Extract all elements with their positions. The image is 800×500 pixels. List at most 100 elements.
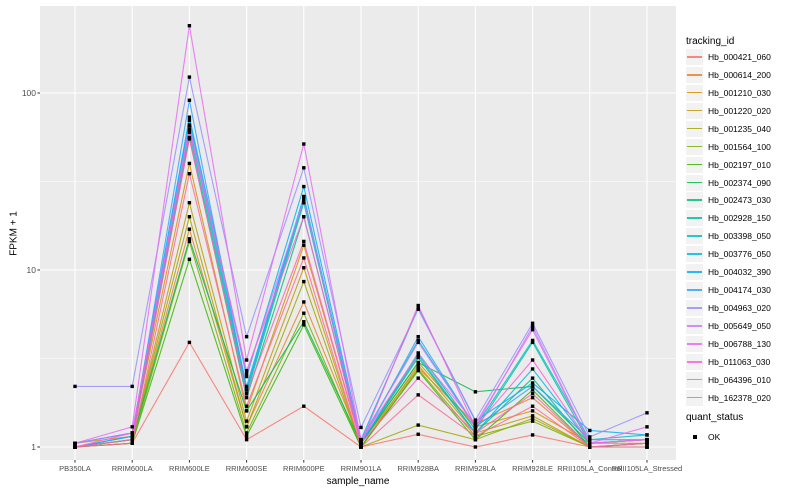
legend-entry: Hb_001564_100 — [686, 138, 771, 156]
legend-entry-label: Hb_003776_050 — [708, 249, 771, 260]
legend-key-line-icon — [687, 271, 702, 273]
legend-entry: Hb_001210_030 — [686, 84, 771, 102]
data-point-marker — [302, 243, 306, 247]
x-axis-title: sample_name — [326, 476, 390, 487]
legend-entry-label: Hb_003398_050 — [708, 231, 771, 242]
legend-entry: Hb_002473_030 — [686, 192, 771, 210]
data-point-marker — [645, 411, 649, 415]
data-point-marker — [473, 422, 478, 426]
legend-key-line-icon — [687, 378, 702, 381]
legend-entry: Hb_000614_200 — [686, 66, 771, 84]
legend-key-line-icon — [687, 199, 702, 202]
legend-key — [686, 389, 703, 406]
data-point-marker — [187, 227, 192, 231]
legend-entry-label: Hb_002197_010 — [708, 159, 771, 170]
data-point-marker — [244, 384, 249, 389]
data-point-marker — [645, 433, 649, 437]
data-point-marker — [645, 441, 649, 445]
x-tick-label: RRIM600LA — [111, 464, 153, 473]
data-point-marker — [302, 201, 306, 205]
legend-entry-label: Hb_000614_200 — [708, 69, 771, 80]
data-point-marker — [187, 161, 192, 166]
data-point-marker — [359, 445, 363, 449]
legend-key — [686, 156, 703, 173]
data-point-marker — [530, 324, 535, 329]
data-point-marker — [187, 118, 192, 123]
data-point-marker — [473, 445, 478, 449]
data-point-marker — [302, 279, 306, 284]
data-point-marker — [130, 434, 134, 438]
legend-key-line-icon — [687, 342, 702, 345]
x-tick-label: RRIM901LA — [340, 464, 382, 473]
legend-key-line-icon — [687, 217, 702, 219]
x-tick-label: RRIM928BA — [397, 464, 440, 473]
legend-entry-label: Hb_005649_050 — [708, 321, 771, 332]
legend-key-line-icon — [687, 55, 702, 58]
legend-entry: Hb_002928_150 — [686, 209, 771, 227]
data-point-marker — [359, 425, 363, 430]
legend-entry-label: Hb_011063_030 — [708, 356, 771, 367]
data-point-marker — [187, 128, 192, 132]
data-point-marker — [302, 142, 306, 146]
data-point-marker — [416, 432, 420, 436]
data-point-marker — [244, 392, 249, 396]
x-tick-label: RRIM928LE — [512, 464, 554, 473]
data-point-marker — [416, 338, 420, 343]
data-point-marker — [130, 431, 134, 435]
data-point-marker — [244, 437, 249, 442]
data-point-marker — [302, 239, 306, 244]
x-tick-label: RRII105LA_Stressed — [611, 464, 683, 473]
data-point-marker — [530, 381, 535, 385]
legend-key-line-icon — [687, 307, 702, 309]
legend-entry-label: Hb_004963_020 — [708, 303, 771, 314]
data-point-marker — [302, 320, 306, 324]
data-point-marker — [530, 338, 535, 343]
data-point-marker — [244, 358, 249, 362]
x-tick-label: RRIM600PE — [282, 464, 325, 473]
data-point-marker — [302, 215, 306, 219]
data-point-marker — [588, 428, 592, 433]
data-point-marker — [73, 445, 77, 449]
quant-legend-title: quant_status — [686, 412, 744, 423]
data-point-marker — [187, 123, 192, 127]
legend-key-line-icon — [687, 109, 702, 112]
legend-key — [686, 318, 703, 335]
legend-key-line-icon — [687, 396, 702, 399]
data-point-marker — [588, 441, 592, 445]
legend-entry: Hb_003398_050 — [686, 227, 771, 245]
legend-key — [686, 48, 703, 65]
legend-entry-label: Hb_064396_010 — [708, 374, 771, 385]
data-point-marker — [473, 431, 478, 435]
legend-key — [686, 300, 703, 317]
legend-key-line-icon — [687, 235, 702, 237]
legend-key — [686, 210, 703, 227]
legend-entry-label: Hb_002473_030 — [708, 195, 771, 206]
legend-key-line-icon — [687, 325, 702, 327]
data-point-marker — [187, 115, 192, 119]
legend-entry-label: Hb_001564_100 — [708, 141, 771, 152]
quant-ok-label: OK — [708, 431, 721, 442]
legend-entry: Hb_006788_130 — [686, 335, 771, 353]
data-point-marker — [130, 441, 134, 445]
data-point-marker — [416, 376, 420, 380]
data-point-marker — [130, 384, 134, 389]
legend-entry-label: Hb_001235_040 — [708, 123, 771, 134]
data-point-marker — [187, 237, 192, 241]
data-point-marker — [187, 130, 192, 134]
data-point-marker — [530, 376, 535, 380]
legend-entries: Hb_000421_060 Hb_000614_200 Hb_001210_030 H… — [686, 48, 771, 407]
legend-key-line-icon — [687, 145, 702, 148]
legend-key — [686, 353, 703, 370]
legend-key — [686, 246, 703, 263]
data-point-marker — [244, 404, 249, 408]
y-tick-label: 1 — [31, 442, 36, 452]
data-point-marker — [588, 437, 592, 442]
legend-key-line-icon — [687, 181, 702, 184]
data-point-marker — [302, 194, 306, 199]
quant-ok-row: OK — [686, 428, 720, 445]
data-point-marker — [244, 388, 249, 392]
data-point-marker — [244, 409, 249, 413]
legend-entry-label: Hb_001210_030 — [708, 87, 771, 98]
x-tick-label: RRIM600LE — [168, 464, 210, 473]
